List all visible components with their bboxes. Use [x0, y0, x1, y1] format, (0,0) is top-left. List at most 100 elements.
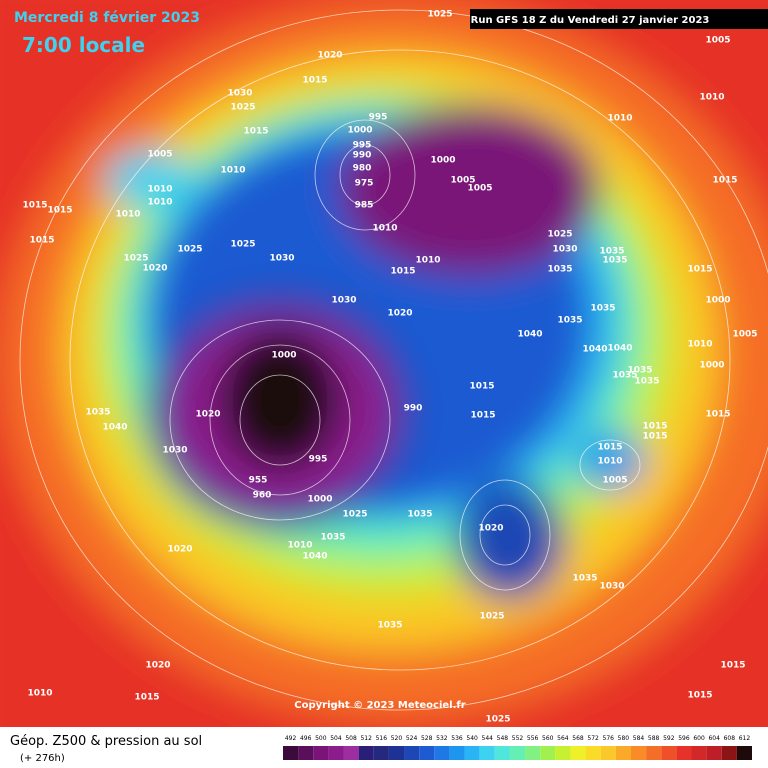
scale-swatch: [570, 746, 586, 760]
pressure-label: 1015: [642, 422, 667, 432]
pressure-label: 1010: [220, 166, 245, 176]
pressure-label: 1000: [705, 296, 730, 306]
scale-tick-label: 500: [315, 735, 327, 742]
scale-tick-label: 608: [724, 735, 736, 742]
footer-title: Géop. Z500 & pression au sol: [10, 734, 202, 749]
pressure-label: 955: [249, 476, 268, 486]
pressure-label: 1025: [342, 510, 367, 520]
scale-tick-label: 564: [557, 735, 569, 742]
pressure-label: 1030: [269, 254, 294, 264]
pressure-label: 985: [355, 201, 374, 211]
pressure-label: 995: [369, 113, 388, 123]
pressure-label: 1025: [479, 612, 504, 622]
scale-tick-label: 532: [436, 735, 448, 742]
pressure-label: 1015: [470, 411, 495, 421]
pressure-label: 1035: [557, 316, 582, 326]
pressure-label: 1010: [147, 198, 172, 208]
scale-swatch: [419, 746, 435, 760]
scale-tick-label: 584: [633, 735, 645, 742]
scale-tick-label: 604: [708, 735, 720, 742]
pressure-label: 1010: [699, 93, 724, 103]
pressure-label: 1015: [712, 176, 737, 186]
pressure-label: 1010: [27, 689, 52, 699]
pressure-label: 1010: [415, 256, 440, 266]
pressure-label: 1035: [599, 247, 624, 257]
pressure-label: 1015: [720, 661, 745, 671]
pressure-label: 1015: [390, 267, 415, 277]
pressure-label: 1000: [271, 351, 296, 361]
run-info: Run GFS 18 Z du Vendredi 27 janvier 2023: [471, 15, 710, 26]
scale-tick-label: 600: [693, 735, 705, 742]
scale-swatch: [600, 746, 616, 760]
pressure-label: 1010: [287, 541, 312, 551]
scale-tick-label: 548: [497, 735, 509, 742]
pressure-label: 1035: [547, 265, 572, 275]
scale-tick-label: 572: [587, 735, 599, 742]
pressure-label: 1015: [22, 201, 47, 211]
scale-tick-label: 512: [360, 735, 372, 742]
scale-swatch: [525, 746, 541, 760]
pressure-label: 1035: [377, 621, 402, 631]
pressure-label: 1040: [102, 423, 127, 433]
scale-swatch: [736, 746, 752, 760]
scale-swatch: [540, 746, 556, 760]
scale-swatch: [646, 746, 662, 760]
color-scale: 492 496 500 504 508 512 516 520 524 528 532 536 540 5…: [283, 735, 752, 760]
pressure-label: 1015: [302, 76, 327, 86]
scale-swatch: [509, 746, 526, 760]
scale-tick-label: 588: [648, 735, 660, 742]
pressure-label: 1015: [134, 693, 159, 703]
pressure-label: 1000: [430, 156, 455, 166]
pressure-label: 980: [353, 164, 372, 174]
pressure-label: 1025: [123, 254, 148, 264]
pressure-label: 1035: [602, 256, 627, 266]
pressure-label: 1005: [705, 36, 730, 46]
pressure-label: 1005: [147, 150, 172, 160]
pressure-label: 1035: [590, 304, 615, 314]
scale-swatch: [706, 746, 722, 760]
scale-tick-label: 496: [300, 735, 312, 742]
scale-tick-label: 540: [466, 735, 478, 742]
pressure-label: 990: [353, 151, 372, 161]
scale-swatch: [615, 746, 631, 760]
scale-swatch: [676, 746, 692, 760]
pressure-label: 995: [309, 455, 328, 465]
pressure-label: 1040: [607, 344, 632, 354]
pressure-label: 1030: [552, 245, 577, 255]
pressure-label: 975: [355, 179, 374, 189]
pressure-label: 1035: [320, 533, 345, 543]
time: 7:00 locale: [22, 33, 145, 57]
pressure-label: 1010: [372, 224, 397, 234]
pressure-label: 1025: [230, 103, 255, 113]
pressure-label: 960: [253, 491, 272, 501]
scale-swatch: [721, 746, 737, 760]
pressure-label: 1030: [162, 446, 187, 456]
pressure-label: 1020: [317, 51, 342, 61]
scale-tick-label: 556: [527, 735, 539, 742]
pressure-label: 1015: [469, 382, 494, 392]
scale-swatch: [283, 746, 299, 760]
scale-tick-label: 536: [451, 735, 463, 742]
scale-tick-label: 508: [345, 735, 357, 742]
pressure-label: 1025: [427, 10, 452, 20]
scale-swatch: [358, 746, 374, 760]
scale-swatch: [691, 746, 707, 760]
pressure-label: 1015: [642, 432, 667, 442]
pressure-label: 1015: [243, 127, 268, 137]
scale-swatch: [373, 746, 389, 760]
pressure-label: 1020: [167, 545, 192, 555]
scale-tick-label: 568: [572, 735, 584, 742]
scale-swatch: [630, 746, 647, 760]
pressure-label: 1000: [347, 126, 372, 136]
scale-tick-label: 552: [512, 735, 524, 742]
scale-tick-label: 596: [678, 735, 690, 742]
pressure-label: 1005: [732, 330, 757, 340]
scale-swatch: [585, 746, 601, 760]
scale-swatch: [298, 746, 314, 760]
scale-tick-label: 528: [421, 735, 433, 742]
pressure-label: 1005: [467, 184, 492, 194]
scale-tick-label: 544: [482, 735, 494, 742]
